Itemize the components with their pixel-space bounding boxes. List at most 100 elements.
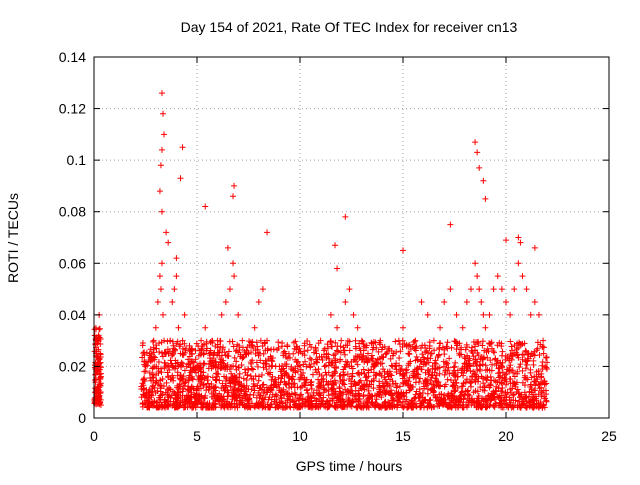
data-point [177,350,184,357]
data-point [433,360,440,367]
data-point [364,350,371,357]
data-point [242,395,249,402]
data-point [215,349,222,356]
data-point [336,384,343,391]
data-point [510,391,517,398]
data-point [484,403,491,410]
data-point [253,339,260,346]
data-point [437,396,444,403]
data-point [428,381,435,388]
data-point [487,357,494,364]
data-point [317,337,324,344]
data-point [364,359,371,366]
data-point [330,352,337,359]
data-point [163,350,170,357]
data-point [203,340,210,347]
data-point [460,399,467,406]
data-point [413,353,420,360]
data-point [284,395,291,402]
data-point [462,361,469,368]
data-point [480,380,487,387]
data-point [515,344,522,351]
y-axis-label: ROTI / TECUs [5,193,21,283]
data-point [204,373,211,380]
data-point [150,337,157,344]
data-point [255,298,262,305]
data-point [278,375,285,382]
data-point [491,404,498,411]
data-point [499,380,506,387]
data-point [299,383,306,390]
data-point [395,337,402,344]
data-point [268,376,275,383]
data-point [251,324,258,331]
data-point [317,392,324,399]
data-point [513,349,520,356]
data-point [182,347,189,354]
data-point [198,392,205,399]
data-point [212,400,219,407]
data-point [297,404,304,411]
data-point [444,339,451,346]
data-point [349,398,356,405]
data-point [193,385,200,392]
data-point [371,392,378,399]
data-point [352,345,359,352]
data-point [356,403,363,410]
data-point [304,396,311,403]
data-point [149,338,156,345]
data-point [472,139,479,146]
data-point [419,351,426,358]
data-point [227,383,234,390]
data-point [310,360,317,367]
data-point [332,242,339,249]
data-point [262,394,269,401]
data-point [330,381,337,388]
data-point [155,358,162,365]
data-point [364,377,371,384]
data-point [264,337,271,344]
data-point [204,403,211,410]
data-point [540,337,547,344]
data-point [94,354,101,361]
data-point [532,382,539,389]
data-point [433,372,440,379]
data-point [248,375,255,382]
data-point [224,244,231,251]
data-point [277,403,284,410]
data-point [196,399,203,406]
data-point [230,260,237,267]
data-point [161,131,168,138]
data-point [260,381,267,388]
data-point [474,273,481,280]
data-point [459,365,466,372]
data-point [522,365,529,372]
data-point [346,286,353,293]
data-point [516,341,523,348]
data-point [265,386,272,393]
data-point [444,376,451,383]
data-point [315,396,322,403]
data-point [429,365,436,372]
data-point [503,370,510,377]
data-point [200,341,207,348]
data-point [292,338,299,345]
data-point [443,361,450,368]
data-point [463,341,470,348]
data-point [361,370,368,377]
data-point [146,350,153,357]
data-point [153,403,160,410]
data-point [480,311,487,318]
data-point [255,349,262,356]
data-point [246,338,253,345]
data-point [173,340,180,347]
data-point [400,247,406,254]
data-point [535,311,542,318]
data-point [442,381,449,388]
data-point [363,355,370,362]
data-point [436,340,443,347]
data-point [165,373,172,380]
data-point [92,379,99,386]
data-point [379,360,386,367]
data-point [536,351,543,358]
